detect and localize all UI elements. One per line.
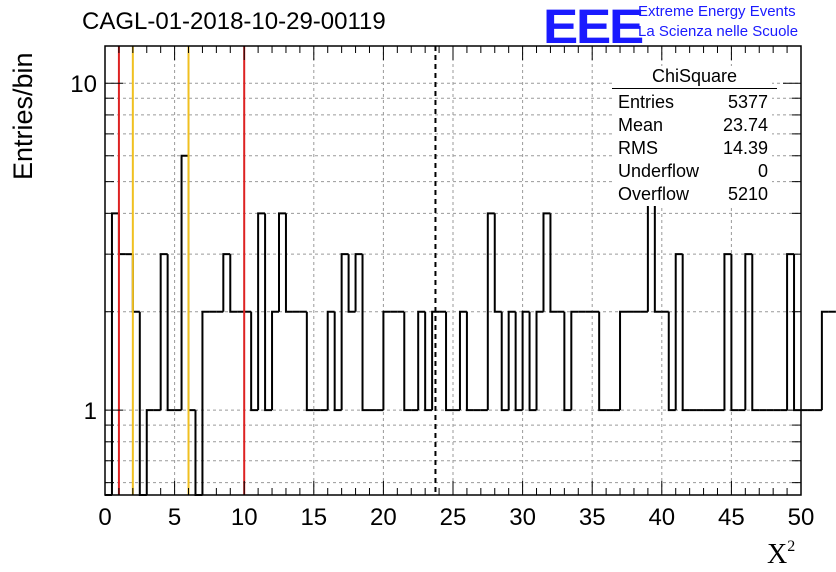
histogram-bin (549, 213, 558, 313)
x-tick-label: 40 (648, 504, 675, 531)
histogram-bin (521, 310, 530, 411)
x-axis-label-superscript: 2 (787, 538, 796, 555)
stats-row-mean: Mean 23.74 (612, 114, 772, 137)
x-tick-label: 5 (168, 504, 181, 531)
x-tick-label: 25 (440, 504, 467, 531)
histogram-bin (458, 310, 467, 411)
x-tick-label: 45 (718, 504, 745, 531)
histogram-bin (271, 310, 279, 411)
histogram-bin (598, 311, 607, 412)
stats-row-rms: RMS 14.39 (612, 137, 772, 160)
histogram-bin (681, 254, 690, 412)
histogram-bin (187, 155, 196, 412)
eee-logo: EEE (543, 1, 644, 54)
x-axis-label: X2 (767, 538, 795, 571)
stats-label: Overflow (618, 184, 690, 204)
histogram-bin (110, 212, 119, 495)
axes (104, 45, 802, 496)
histogram-bin (563, 311, 572, 412)
histogram-bin (465, 311, 474, 412)
tick-labels: 0 5 10 15 20 25 30 35 40 45 50 1 10 (70, 71, 814, 531)
histogram-bin (514, 311, 523, 412)
histogram-bin (201, 310, 210, 495)
histogram-bin (229, 254, 238, 313)
x-axis-label-base: X (767, 539, 788, 570)
histogram-bin (340, 253, 349, 411)
stats-label: RMS (618, 138, 658, 158)
logo-caption-line1: Extreme Energy Events (638, 3, 796, 20)
vertical-marker-lines (117, 46, 437, 495)
histogram-bin (361, 254, 370, 412)
histogram-bin (486, 212, 495, 411)
histogram-bin (166, 254, 175, 412)
histogram-bin (493, 213, 502, 313)
stats-box: ChiSquare Entries 5377 Mean 23.74 RMS 14… (612, 66, 777, 206)
stats-label: Underflow (618, 161, 700, 181)
histogram-bin (542, 212, 551, 312)
histogram-bin (723, 253, 732, 411)
histogram-bin (250, 311, 259, 412)
histogram-bin (424, 311, 433, 412)
x-tick-label: 10 (231, 504, 258, 531)
histogram-bin (257, 212, 266, 411)
stats-row-underflow: Underflow 0 (612, 160, 772, 183)
histogram-bin (820, 310, 829, 411)
stats-label: Mean (618, 115, 664, 135)
x-tick-label: 50 (788, 504, 815, 531)
histogram-bin (326, 310, 335, 411)
histogram-bin (278, 212, 286, 312)
y-tick-label: 10 (70, 71, 97, 98)
histogram-bin (500, 311, 509, 412)
stats-value: 5210 (727, 184, 768, 204)
x-tick-label: 0 (98, 504, 111, 531)
stats-row-overflow: Overflow 5210 (612, 183, 772, 206)
y-tick-label: 1 (84, 398, 97, 425)
histogram-bin (382, 310, 391, 411)
histogram-bin (305, 311, 314, 412)
x-tick-label: 20 (370, 504, 397, 531)
histogram-bin (535, 310, 544, 411)
x-tick-label: 30 (509, 504, 536, 531)
histogram-bin (284, 213, 293, 313)
histogram-bin (117, 213, 126, 256)
histogram-bin (159, 253, 168, 411)
stats-row-entries: Entries 5377 (612, 91, 772, 114)
x-tick-label: 15 (300, 504, 327, 531)
histogram-bin (180, 154, 189, 411)
stats-value: 14.39 (722, 138, 768, 158)
stats-title: ChiSquare (612, 66, 777, 89)
histogram-bin (730, 254, 739, 412)
histogram-bin (403, 311, 412, 412)
histogram-bin (570, 310, 579, 411)
histogram-bin (333, 311, 342, 412)
histogram-bin (131, 254, 140, 313)
histogram-bin (744, 253, 753, 411)
x-tick-label: 35 (579, 504, 606, 531)
histogram-bin (674, 253, 683, 411)
histogram-bin (445, 311, 453, 412)
chart-title: CAGL-01-2018-10-29-00119 (82, 8, 386, 35)
stats-value: 5377 (727, 92, 768, 112)
y-axis-label: Entries/bin (8, 52, 38, 180)
histogram-bin (667, 311, 676, 412)
histogram-bin (347, 254, 356, 313)
histogram-bin (417, 310, 426, 411)
histogram-bin (619, 310, 627, 411)
histogram-bin (507, 310, 516, 411)
stats-value: 0 (757, 161, 768, 181)
histogram-bin (354, 253, 363, 312)
stats-label: Entries (618, 92, 675, 112)
histogram-bin (145, 409, 154, 495)
logo-caption-line2: La Scienza nelle Scuole (638, 23, 799, 40)
histogram-bin (751, 254, 760, 412)
histogram-bin (431, 310, 440, 411)
histogram-bin (528, 311, 537, 412)
histogram-bin (138, 311, 147, 496)
histogram-bin (786, 253, 795, 411)
histogram-bin (264, 213, 273, 412)
histogram-bin (222, 253, 231, 312)
histogram-bin (793, 254, 801, 412)
stats-value: 23.74 (722, 115, 768, 135)
